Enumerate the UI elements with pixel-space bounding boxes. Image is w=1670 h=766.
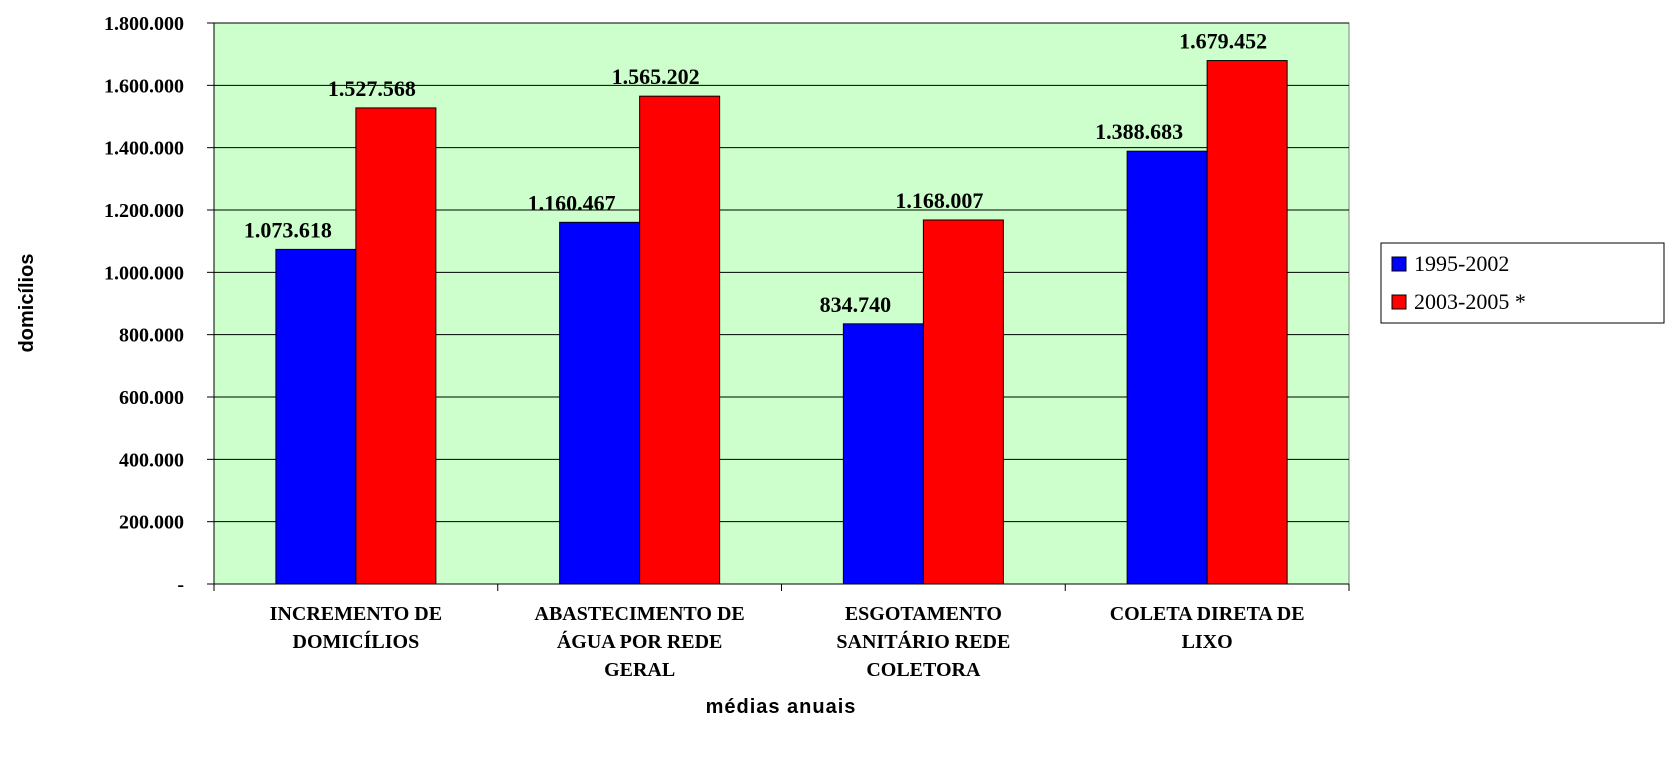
legend-label-1995-2002: 1995-2002 bbox=[1414, 251, 1509, 276]
data-label: 834.740 bbox=[820, 292, 892, 317]
bar-series1 bbox=[842, 323, 924, 585]
category-label: SANITÁRIO REDE bbox=[836, 630, 1010, 653]
bar-series2 bbox=[1206, 60, 1288, 585]
legend-swatch-2003-2005 bbox=[1391, 294, 1407, 310]
bar-series2 bbox=[355, 107, 437, 585]
bars bbox=[275, 60, 1288, 585]
data-label: 1.073.618 bbox=[244, 217, 332, 242]
y-axis-title: domicílios bbox=[16, 254, 38, 353]
category-label: COLETORA bbox=[866, 659, 981, 681]
category-label: ÁGUA POR REDE bbox=[557, 630, 723, 653]
y-tick-label: 1.400.000 bbox=[104, 138, 184, 160]
legend-swatch-1995-2002 bbox=[1391, 256, 1407, 272]
category-label: ABASTECIMENTO DE bbox=[535, 603, 745, 625]
legend-box bbox=[1380, 242, 1665, 324]
data-label: 1.168.007 bbox=[895, 188, 983, 213]
data-labels: 1.073.618 1.527.568 1.160.467 1.565.202 834.… bbox=[244, 29, 1267, 317]
category-label: ESGOTAMENTO bbox=[845, 603, 1002, 625]
x-axis-title: médias anuais bbox=[706, 696, 857, 718]
data-label: 1.527.568 bbox=[328, 76, 416, 101]
y-tick-label: 800.000 bbox=[119, 325, 184, 347]
y-tick-label: 1.000.000 bbox=[104, 262, 184, 284]
bar-series2 bbox=[639, 95, 721, 585]
bar-series1 bbox=[1126, 150, 1208, 585]
category-label: COLETA DIRETA DE bbox=[1110, 603, 1305, 625]
data-label: 1.565.202 bbox=[612, 64, 700, 89]
category-label: INCREMENTO DE bbox=[270, 603, 442, 625]
y-tick-label: 1.800.000 bbox=[104, 13, 184, 35]
data-label: 1.388.683 bbox=[1095, 119, 1183, 144]
data-label: 1.160.467 bbox=[528, 190, 616, 215]
category-label: GERAL bbox=[604, 659, 675, 681]
legend: 1995-2002 2003-2005 * bbox=[1380, 242, 1665, 324]
y-tick-label: 1.600.000 bbox=[104, 75, 184, 97]
y-tick-label: 200.000 bbox=[119, 512, 184, 534]
bar-series2 bbox=[922, 219, 1004, 585]
bar-series1 bbox=[275, 248, 357, 585]
y-tick-label: - bbox=[177, 574, 184, 596]
y-tick-label: 1.200.000 bbox=[104, 200, 184, 222]
data-label: 1.679.452 bbox=[1179, 29, 1267, 54]
legend-label-2003-2005: 2003-2005 * bbox=[1414, 289, 1526, 314]
category-label: LIXO bbox=[1182, 631, 1233, 653]
y-tick-label: 400.000 bbox=[119, 449, 184, 471]
y-tick-label: 600.000 bbox=[119, 387, 184, 409]
axes: - 200.000 400.000 600.000 800.000 1.000.000 1.… bbox=[104, 13, 1350, 681]
category-label: DOMICÍLIOS bbox=[293, 630, 420, 653]
bar-series1 bbox=[559, 221, 641, 585]
